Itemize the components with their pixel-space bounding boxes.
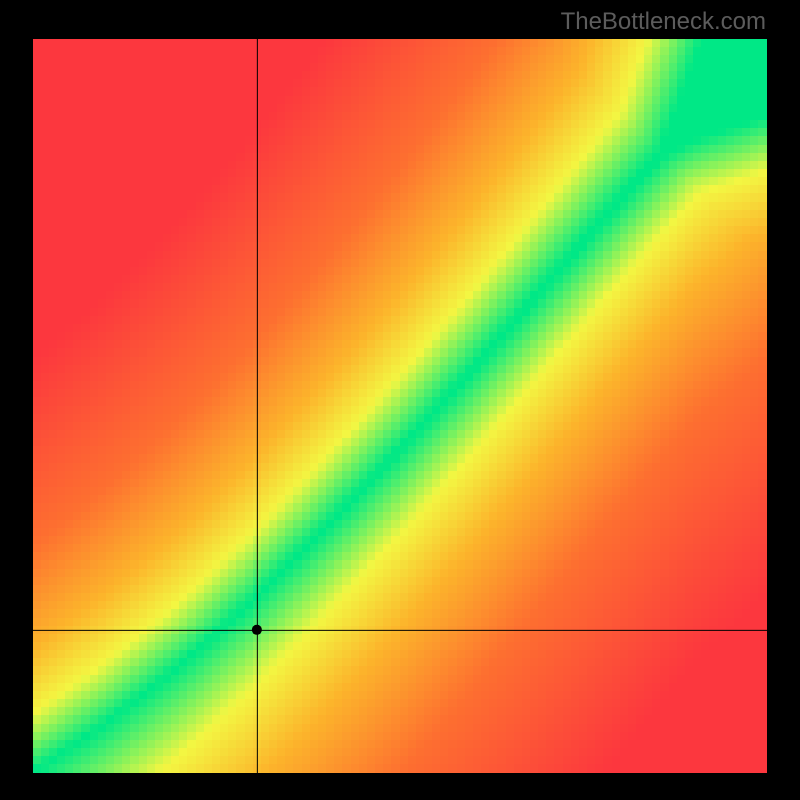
- attribution-text: TheBottleneck.com: [561, 8, 766, 36]
- chart-container: TheBottleneck.com: [0, 0, 800, 800]
- bottleneck-heatmap: [33, 39, 767, 773]
